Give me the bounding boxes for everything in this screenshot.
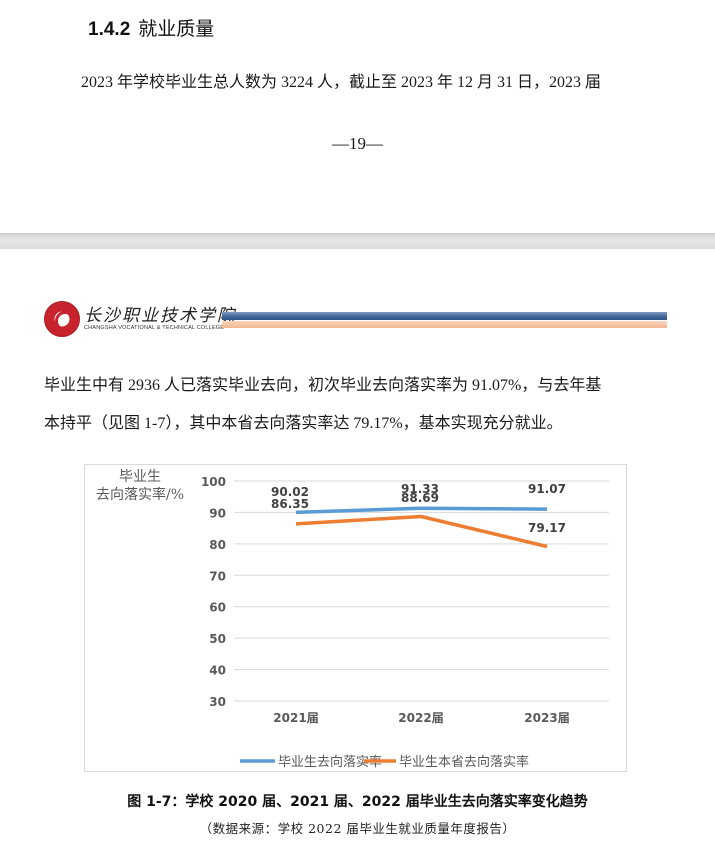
data-label: 86.35 xyxy=(271,497,309,511)
chart-frame xyxy=(84,464,627,772)
legend-label: 毕业生本省去向落实率 xyxy=(399,754,529,770)
legend-label: 毕业生去向落实率 xyxy=(278,754,382,770)
section-number: 1.4.2 xyxy=(88,19,131,40)
x-tick-label: 2022届 xyxy=(398,711,443,725)
college-logo: 长沙职业技术学院 CHANGSHA VOCATIONAL & TECHNICAL… xyxy=(44,301,234,337)
x-tick-label: 2023届 xyxy=(524,711,569,725)
chart-y-axis-label: 毕业生 去向落实率/% xyxy=(88,468,192,504)
chart-y-ticks: 100 90 80 70 60 50 40 30 xyxy=(201,475,226,709)
chart-x-ticks: 2021届 2022届 2023届 xyxy=(273,711,569,725)
data-label: 90.02 xyxy=(271,485,309,499)
y-tick-label: 40 xyxy=(209,664,226,678)
data-label: 79.17 xyxy=(528,521,566,535)
header-bar-orange xyxy=(222,321,667,328)
chart-gridlines xyxy=(234,480,609,702)
figure-source: （数据来源：学校 2022 届毕业生就业质量年度报告） xyxy=(199,821,516,836)
data-label: 88.69 xyxy=(401,491,439,505)
y-label-line-1: 毕业生 xyxy=(119,469,161,485)
data-label: 91.33 xyxy=(401,482,439,496)
logo-english-name: CHANGSHA VOCATIONAL & TECHNICAL COLLEGE xyxy=(84,325,225,331)
chart-legend: 毕业生去向落实率 毕业生本省去向落实率 xyxy=(240,754,529,770)
series-line xyxy=(295,506,548,515)
y-tick-label: 70 xyxy=(209,569,226,583)
figure-caption: 图 1-7：学校 2020 届、2021 届、2022 届毕业生去向落实率变化趋… xyxy=(127,794,588,810)
y-tick-label: 80 xyxy=(209,538,226,552)
y-tick-label: 60 xyxy=(209,601,226,615)
chart-series: 90.02 91.33 91.07 86.35 88.69 79.17 xyxy=(271,482,566,549)
page-separator xyxy=(0,233,715,249)
page-number: —19— xyxy=(332,134,383,153)
paragraph-top: 2023 年学校毕业生总人数为 3224 人，截止至 2023 年 12 月 3… xyxy=(81,74,602,91)
paragraph-main: 毕业生中有 2936 人已落实毕业去向，初次毕业去向落实率为 91.07%，与去… xyxy=(44,367,684,443)
x-tick-label: 2021届 xyxy=(273,711,318,725)
y-label-line-2: 去向落实率/% xyxy=(95,487,185,503)
section-heading: 1.4.2 就业质量 xyxy=(88,14,214,41)
y-tick-label: 30 xyxy=(209,695,226,709)
data-label: 91.07 xyxy=(528,482,566,496)
y-tick-label: 90 xyxy=(209,506,226,520)
paragraph-line-1: 毕业生中有 2936 人已落实毕业去向，初次毕业去向落实率为 91.07%，与去… xyxy=(44,377,602,394)
y-tick-label: 50 xyxy=(209,632,226,646)
logo-chinese-name: 长沙职业技术学院 xyxy=(84,306,236,326)
series-line xyxy=(295,514,548,549)
section-title: 就业质量 xyxy=(138,19,215,40)
y-tick-label: 100 xyxy=(201,475,226,489)
paragraph-line-2: 本持平（见图 1-7），其中本省去向落实率达 79.17%，基本实现充分就业。 xyxy=(44,415,563,432)
college-emblem-icon xyxy=(44,301,80,337)
header-bar-blue xyxy=(222,312,667,320)
